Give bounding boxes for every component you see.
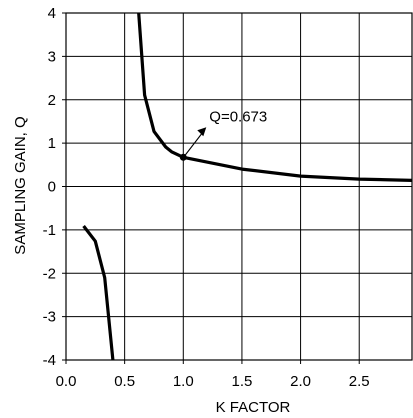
series-line-segment (137, 12, 413, 182)
x-tick-label: 1.0 (173, 373, 194, 390)
y-axis-title: SAMPLING GAIN, Q (12, 116, 29, 254)
x-tick-label: 0.0 (56, 373, 77, 390)
annotation-marks (179, 127, 207, 161)
x-axis-title: K FACTOR (216, 399, 291, 416)
y-tick-label: 2 (48, 92, 56, 109)
x-tick-label: 2.5 (349, 373, 370, 390)
annotation-arrowhead (197, 127, 207, 137)
y-tick-label: 3 (48, 48, 56, 65)
annotation-arrow (183, 129, 205, 157)
x-tick-label: 1.5 (232, 373, 253, 390)
series-line-segment (82, 225, 115, 361)
y-tick-label: -2 (43, 265, 56, 282)
data-series (82, 12, 413, 361)
x-tick-label: 0.5 (114, 373, 135, 390)
y-tick-label: 4 (48, 5, 56, 22)
y-tick-label: -1 (43, 222, 56, 239)
y-tick-label: 1 (48, 135, 56, 152)
grid-lines (62, 12, 412, 364)
x-tick-labels: 0.0 0.5 1.0 1.5 2.0 2.5 (56, 373, 370, 390)
y-tick-labels: 4 3 2 1 0 -1 -2 -3 -4 (43, 5, 56, 369)
y-tick-label: -4 (43, 352, 56, 369)
y-tick-label: 0 (48, 179, 56, 196)
annotation-label: Q=0.673 (209, 108, 267, 125)
plot-frame (65, 12, 413, 361)
y-tick-label: -3 (43, 309, 56, 326)
x-tick-label: 2.0 (290, 373, 311, 390)
